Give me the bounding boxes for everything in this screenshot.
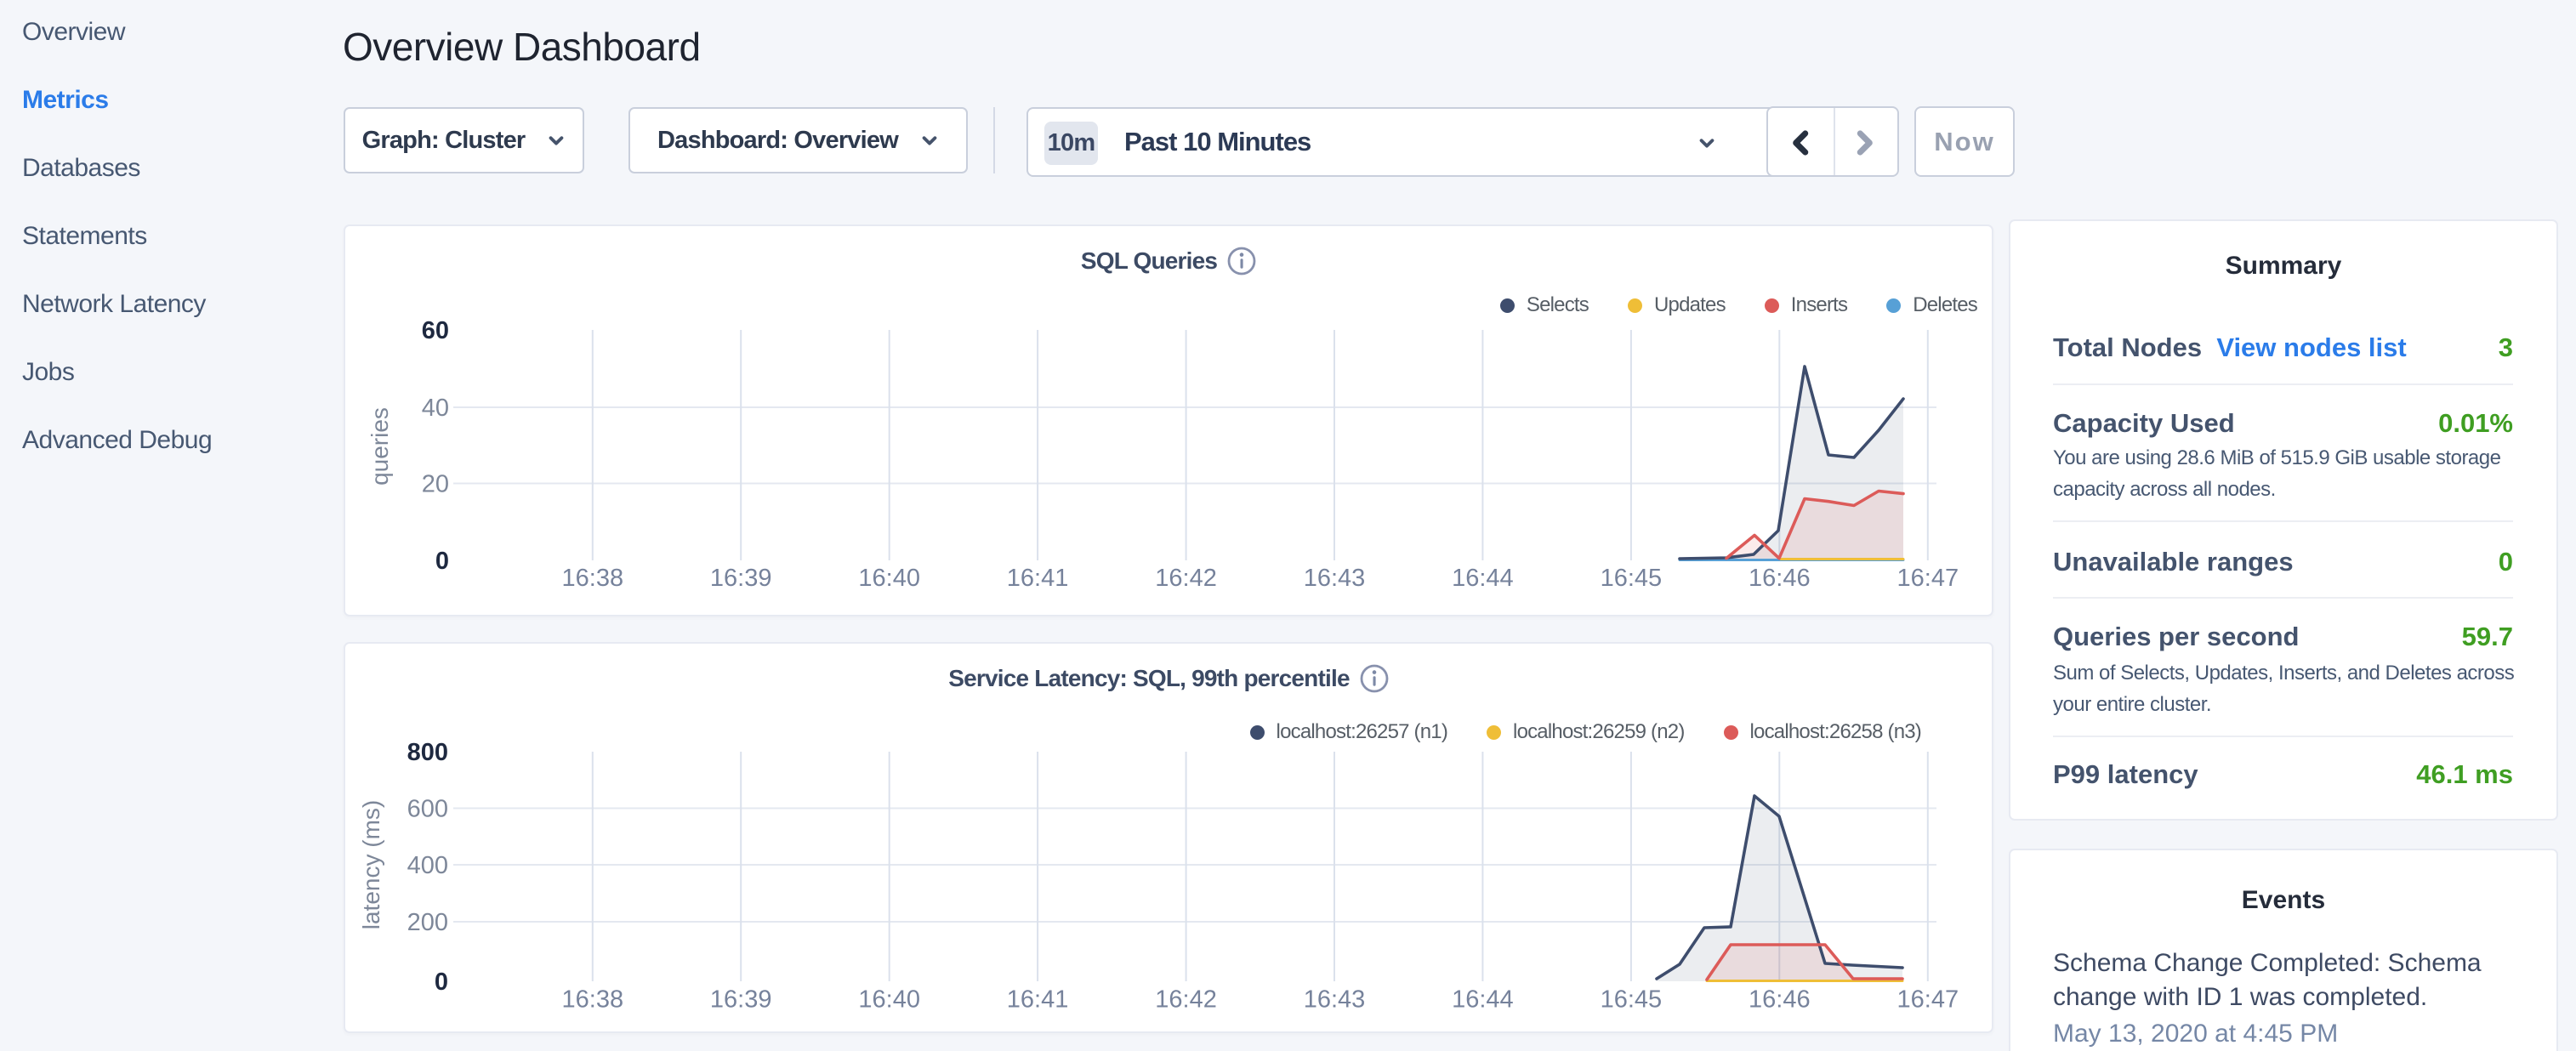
svg-text:16:43: 16:43 [1304,986,1366,1014]
svg-text:16:39: 16:39 [710,986,772,1014]
svg-text:16:45: 16:45 [1601,565,1663,592]
svg-text:16:42: 16:42 [1155,565,1217,592]
svg-text:16:47: 16:47 [1897,986,1959,1014]
svg-text:16:47: 16:47 [1897,565,1959,592]
svg-text:800: 800 [407,739,448,766]
svg-text:600: 600 [407,796,448,823]
svg-text:20: 20 [422,471,449,498]
svg-text:400: 400 [407,852,448,879]
svg-text:16:38: 16:38 [562,565,624,592]
svg-text:16:45: 16:45 [1601,986,1663,1014]
svg-text:16:41: 16:41 [1007,986,1069,1014]
svg-text:16:40: 16:40 [858,565,920,592]
svg-text:16:39: 16:39 [710,565,772,592]
svg-text:16:42: 16:42 [1155,986,1217,1014]
svg-text:16:46: 16:46 [1749,986,1811,1014]
svg-text:16:38: 16:38 [562,986,624,1014]
svg-text:16:43: 16:43 [1304,565,1366,592]
svg-text:16:44: 16:44 [1452,565,1514,592]
svg-text:16:46: 16:46 [1749,565,1811,592]
svg-text:40: 40 [422,395,449,422]
svg-text:16:40: 16:40 [858,986,920,1014]
svg-text:200: 200 [407,909,448,936]
svg-text:16:41: 16:41 [1007,565,1069,592]
svg-text:16:44: 16:44 [1452,986,1514,1014]
svg-text:latency (ms): latency (ms) [358,800,384,929]
svg-text:queries: queries [367,407,393,486]
svg-text:60: 60 [422,317,449,344]
svg-text:0: 0 [435,548,449,575]
svg-text:0: 0 [435,969,448,996]
